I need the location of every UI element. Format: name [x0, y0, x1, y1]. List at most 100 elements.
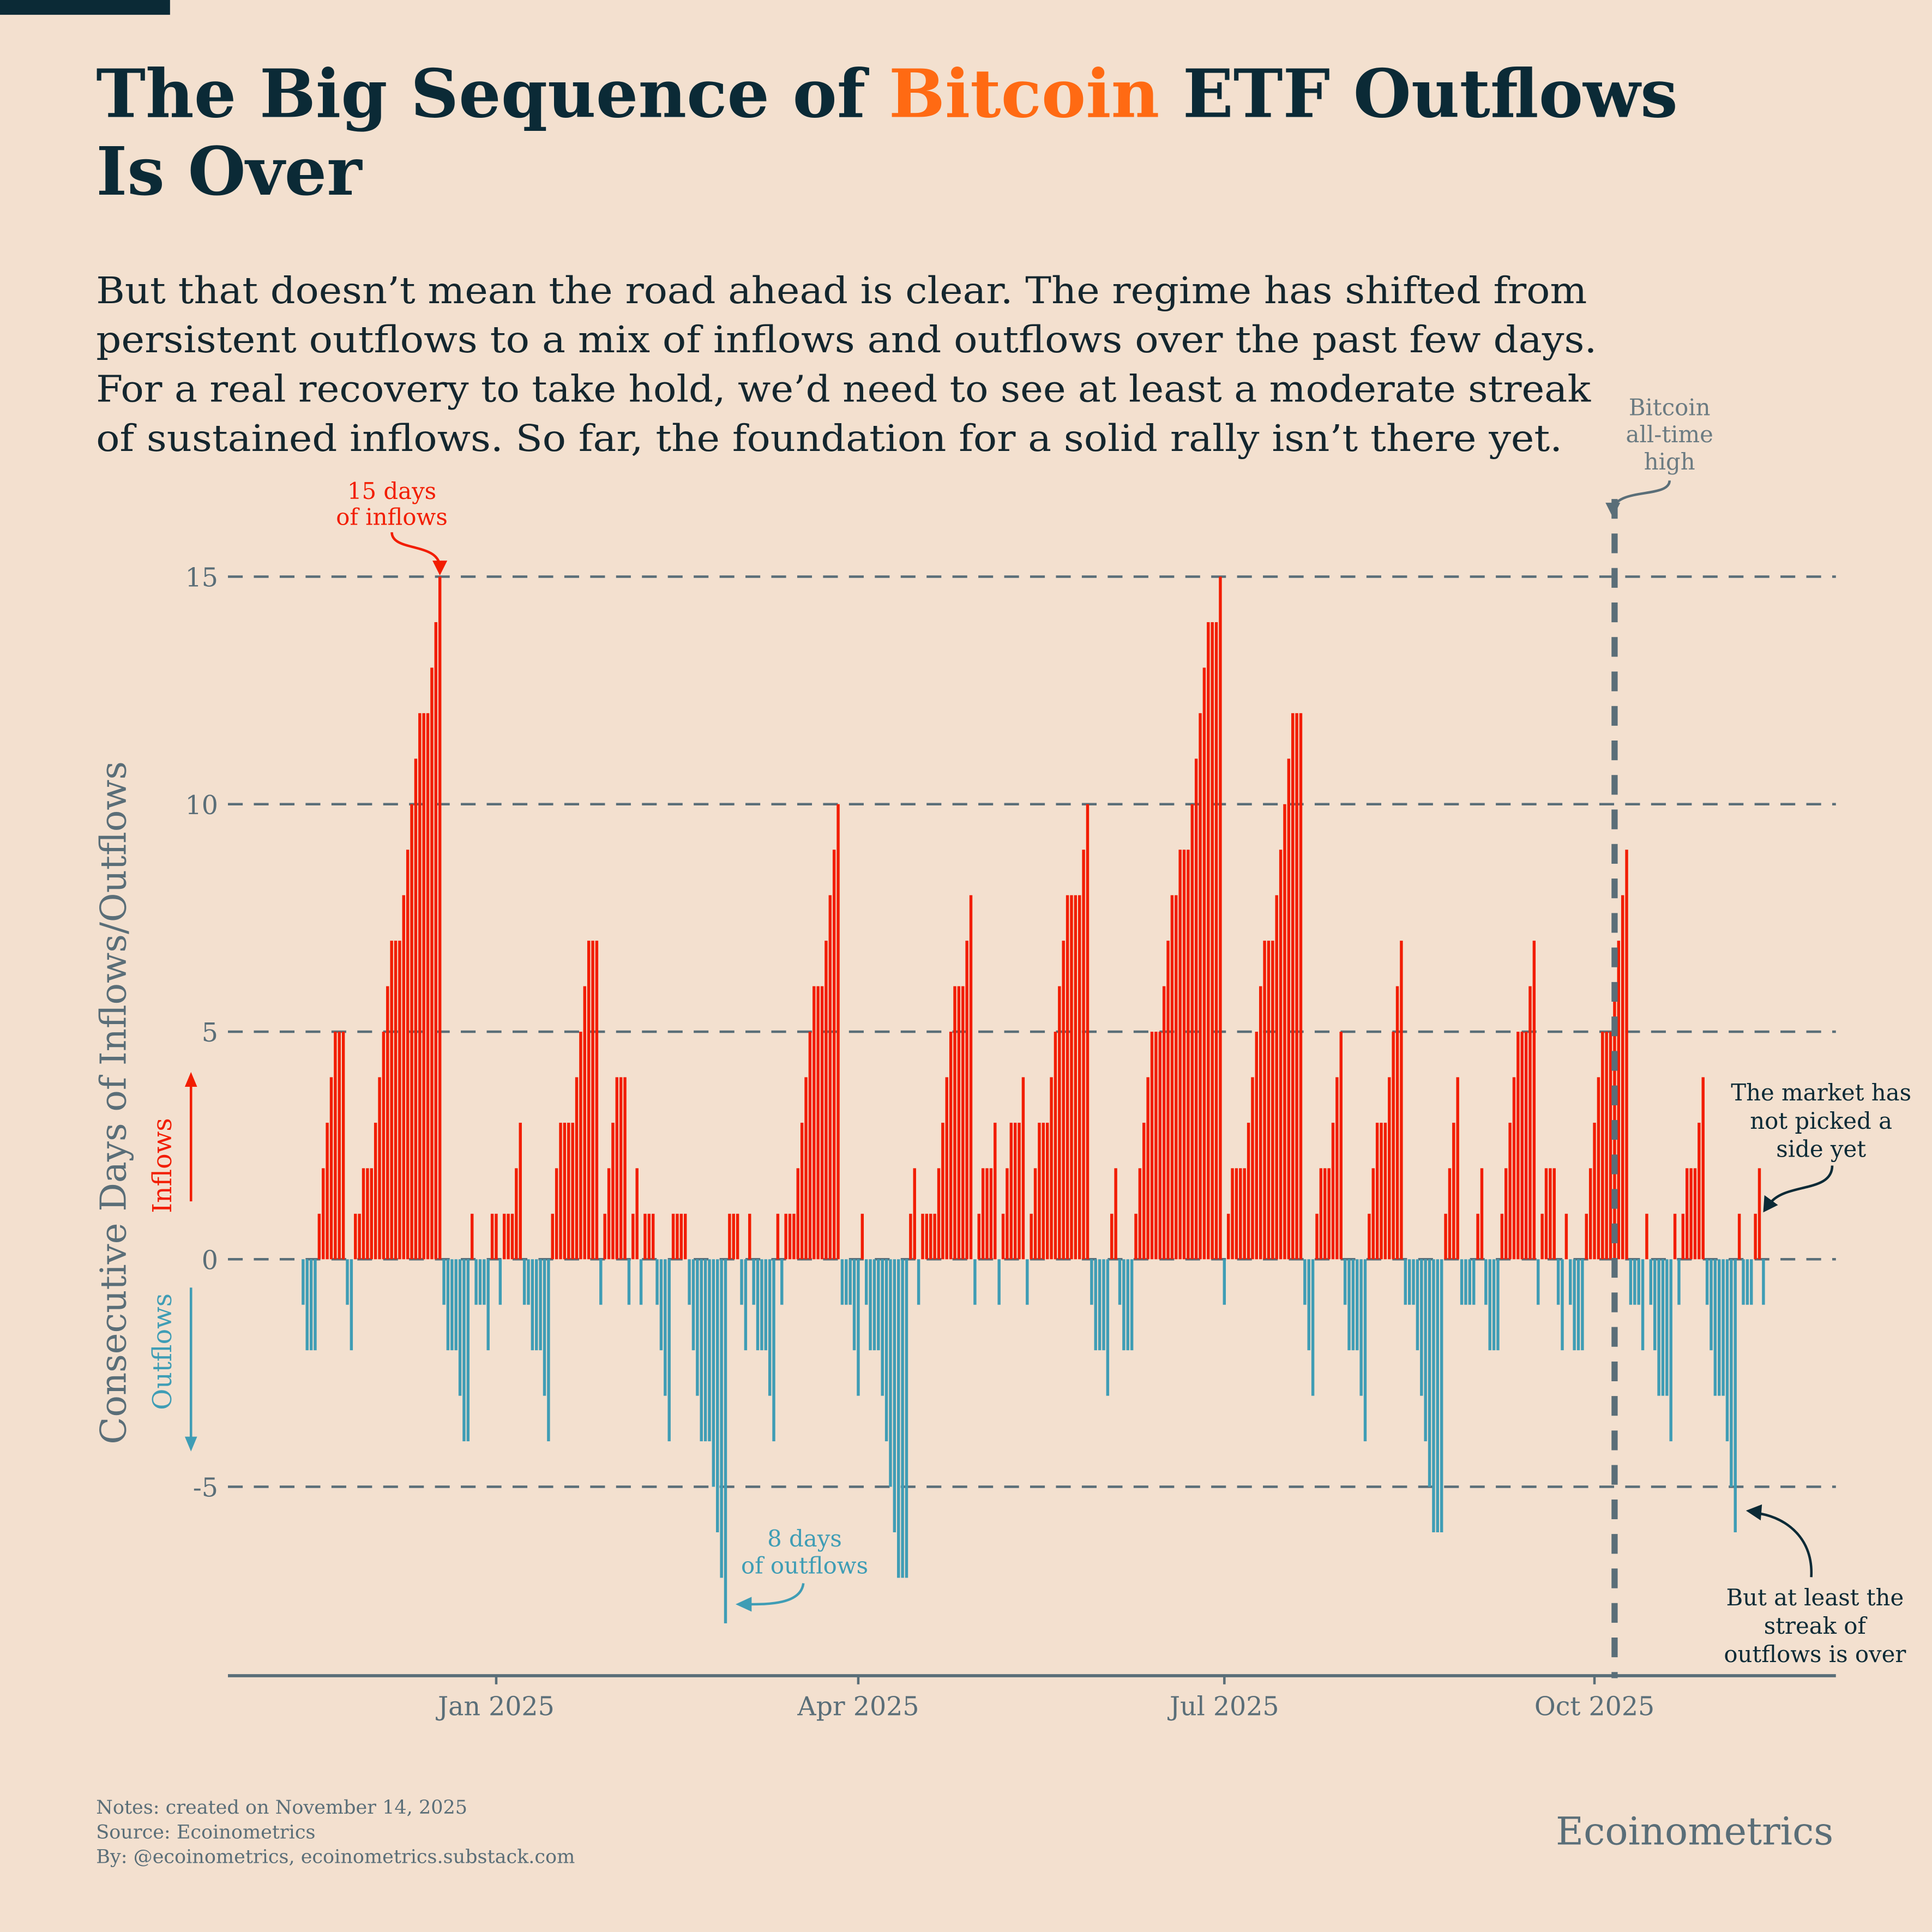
inflow-bar — [945, 1077, 948, 1260]
inflow-bar — [402, 895, 406, 1260]
x-tick-label: Jan 2025 — [436, 1692, 555, 1722]
inflow-bar — [1239, 1168, 1242, 1260]
inflow-bar — [736, 1213, 739, 1260]
inflow-bar — [776, 1213, 780, 1260]
outflow-bar — [1641, 1259, 1645, 1351]
inflow-bar — [1737, 1213, 1741, 1260]
inflow-bar — [994, 1122, 997, 1260]
outflow-bar — [1661, 1259, 1665, 1396]
outflow-bar — [1569, 1259, 1572, 1305]
inflow-bar — [1054, 1032, 1057, 1260]
inflow-bar — [623, 1077, 627, 1260]
outflow-bar — [309, 1259, 313, 1351]
inflow-bar — [684, 1213, 687, 1260]
inflow-bar — [1110, 1213, 1114, 1260]
outflow-bar — [1718, 1259, 1721, 1396]
outflow-bar — [531, 1259, 534, 1351]
inflow-bar — [326, 1122, 329, 1260]
inflow-bar — [788, 1213, 792, 1260]
inflow-bar — [1617, 941, 1621, 1260]
inflow-bar — [1226, 1213, 1230, 1260]
inflow-bar — [1134, 1213, 1137, 1260]
outflow-bar — [1677, 1259, 1681, 1305]
inflow-bar — [1030, 1213, 1033, 1260]
inflow-bar — [1259, 986, 1262, 1260]
inflow-peak-label: of inflows — [336, 504, 447, 531]
outflow-bar — [1484, 1259, 1488, 1305]
inflow-bar — [1368, 1213, 1371, 1260]
inflow-bar — [341, 1032, 345, 1260]
inflow-bar — [1540, 1213, 1544, 1260]
inflow-bar — [551, 1213, 554, 1260]
outflow-bar — [1488, 1259, 1491, 1351]
inflow-bar — [969, 895, 973, 1260]
outflow-bar — [893, 1259, 896, 1532]
streak-label: But at least the — [1726, 1584, 1904, 1611]
inflow-bar — [1331, 1122, 1335, 1260]
outflow-bar — [1223, 1259, 1226, 1305]
inflow-bar — [1544, 1168, 1548, 1260]
outflow-bar — [1343, 1259, 1347, 1305]
inflow-bar — [559, 1122, 562, 1260]
inflow-bar — [1754, 1213, 1757, 1260]
outflow-bar — [997, 1259, 1001, 1305]
inflow-bar — [925, 1213, 929, 1260]
inflow-bar — [1400, 941, 1403, 1260]
inflow-bar — [519, 1122, 522, 1260]
inflow-bar — [1528, 986, 1532, 1260]
inflow-bar — [418, 713, 422, 1260]
outflow-bar — [599, 1259, 603, 1305]
inflow-bar — [430, 667, 434, 1260]
inflow-bar — [631, 1213, 635, 1260]
page-title: The Big Sequence of Bitcoin ETF Outflows — [96, 55, 1678, 133]
inflow-bar — [390, 941, 393, 1260]
outflow-bar — [1734, 1259, 1737, 1532]
inflow-bar — [1279, 850, 1283, 1260]
ath-label-line: Bitcoin — [1629, 394, 1711, 420]
inflow-bar — [394, 941, 398, 1260]
outflow-bar — [897, 1259, 900, 1578]
inflow-bar — [1319, 1168, 1323, 1260]
inflow-bar — [374, 1122, 377, 1260]
y-tick-label: 0 — [202, 1245, 218, 1275]
inflow-bar — [792, 1213, 796, 1260]
outflow-bar — [1106, 1259, 1110, 1396]
y-axis-inflows-label: Inflows — [148, 1118, 178, 1213]
inflow-bar — [1211, 622, 1214, 1260]
outflow-bar — [1665, 1259, 1669, 1396]
inflow-bar — [1219, 576, 1222, 1260]
inflow-bar — [1323, 1168, 1327, 1260]
y-tick-label: 10 — [185, 791, 218, 821]
outflow-bar — [1347, 1259, 1351, 1351]
inflow-peak-label: 15 days — [347, 478, 436, 504]
outflow-bar — [1122, 1259, 1126, 1351]
outflow-bar — [857, 1259, 860, 1396]
inflow-bar — [1549, 1168, 1552, 1260]
outflow-bar — [752, 1259, 755, 1305]
inflow-peak-arrow-icon — [390, 532, 441, 567]
inflow-bar — [828, 895, 832, 1260]
outflow-bar — [869, 1259, 872, 1351]
y-tick-label: -5 — [193, 1473, 218, 1503]
inflow-bar — [1621, 895, 1624, 1260]
streak-arrowhead-icon — [1746, 1504, 1762, 1521]
inflow-bar — [1271, 941, 1274, 1260]
outflow-bar — [1710, 1259, 1713, 1351]
inflow-bar — [1187, 850, 1190, 1260]
inflow-bar — [571, 1122, 574, 1260]
inflow-bar — [824, 941, 828, 1260]
x-tick-label: Apr 2025 — [797, 1692, 919, 1722]
outflow-bar — [486, 1259, 490, 1351]
inflow-bar — [1231, 1168, 1234, 1260]
inflow-bar — [507, 1213, 510, 1260]
inflow-bar — [382, 1032, 386, 1260]
inflow-bar — [1315, 1213, 1319, 1260]
outflow-bar — [543, 1259, 546, 1396]
inflow-bar — [1162, 986, 1166, 1260]
inflow-bar — [1202, 667, 1206, 1260]
outflow-bar — [458, 1259, 462, 1396]
inflow-bar — [635, 1168, 639, 1260]
streak-annotation: But at least the streak of outflows is o… — [1724, 1584, 1906, 1668]
outflow-bar — [905, 1259, 908, 1578]
inflow-bar — [957, 986, 961, 1260]
